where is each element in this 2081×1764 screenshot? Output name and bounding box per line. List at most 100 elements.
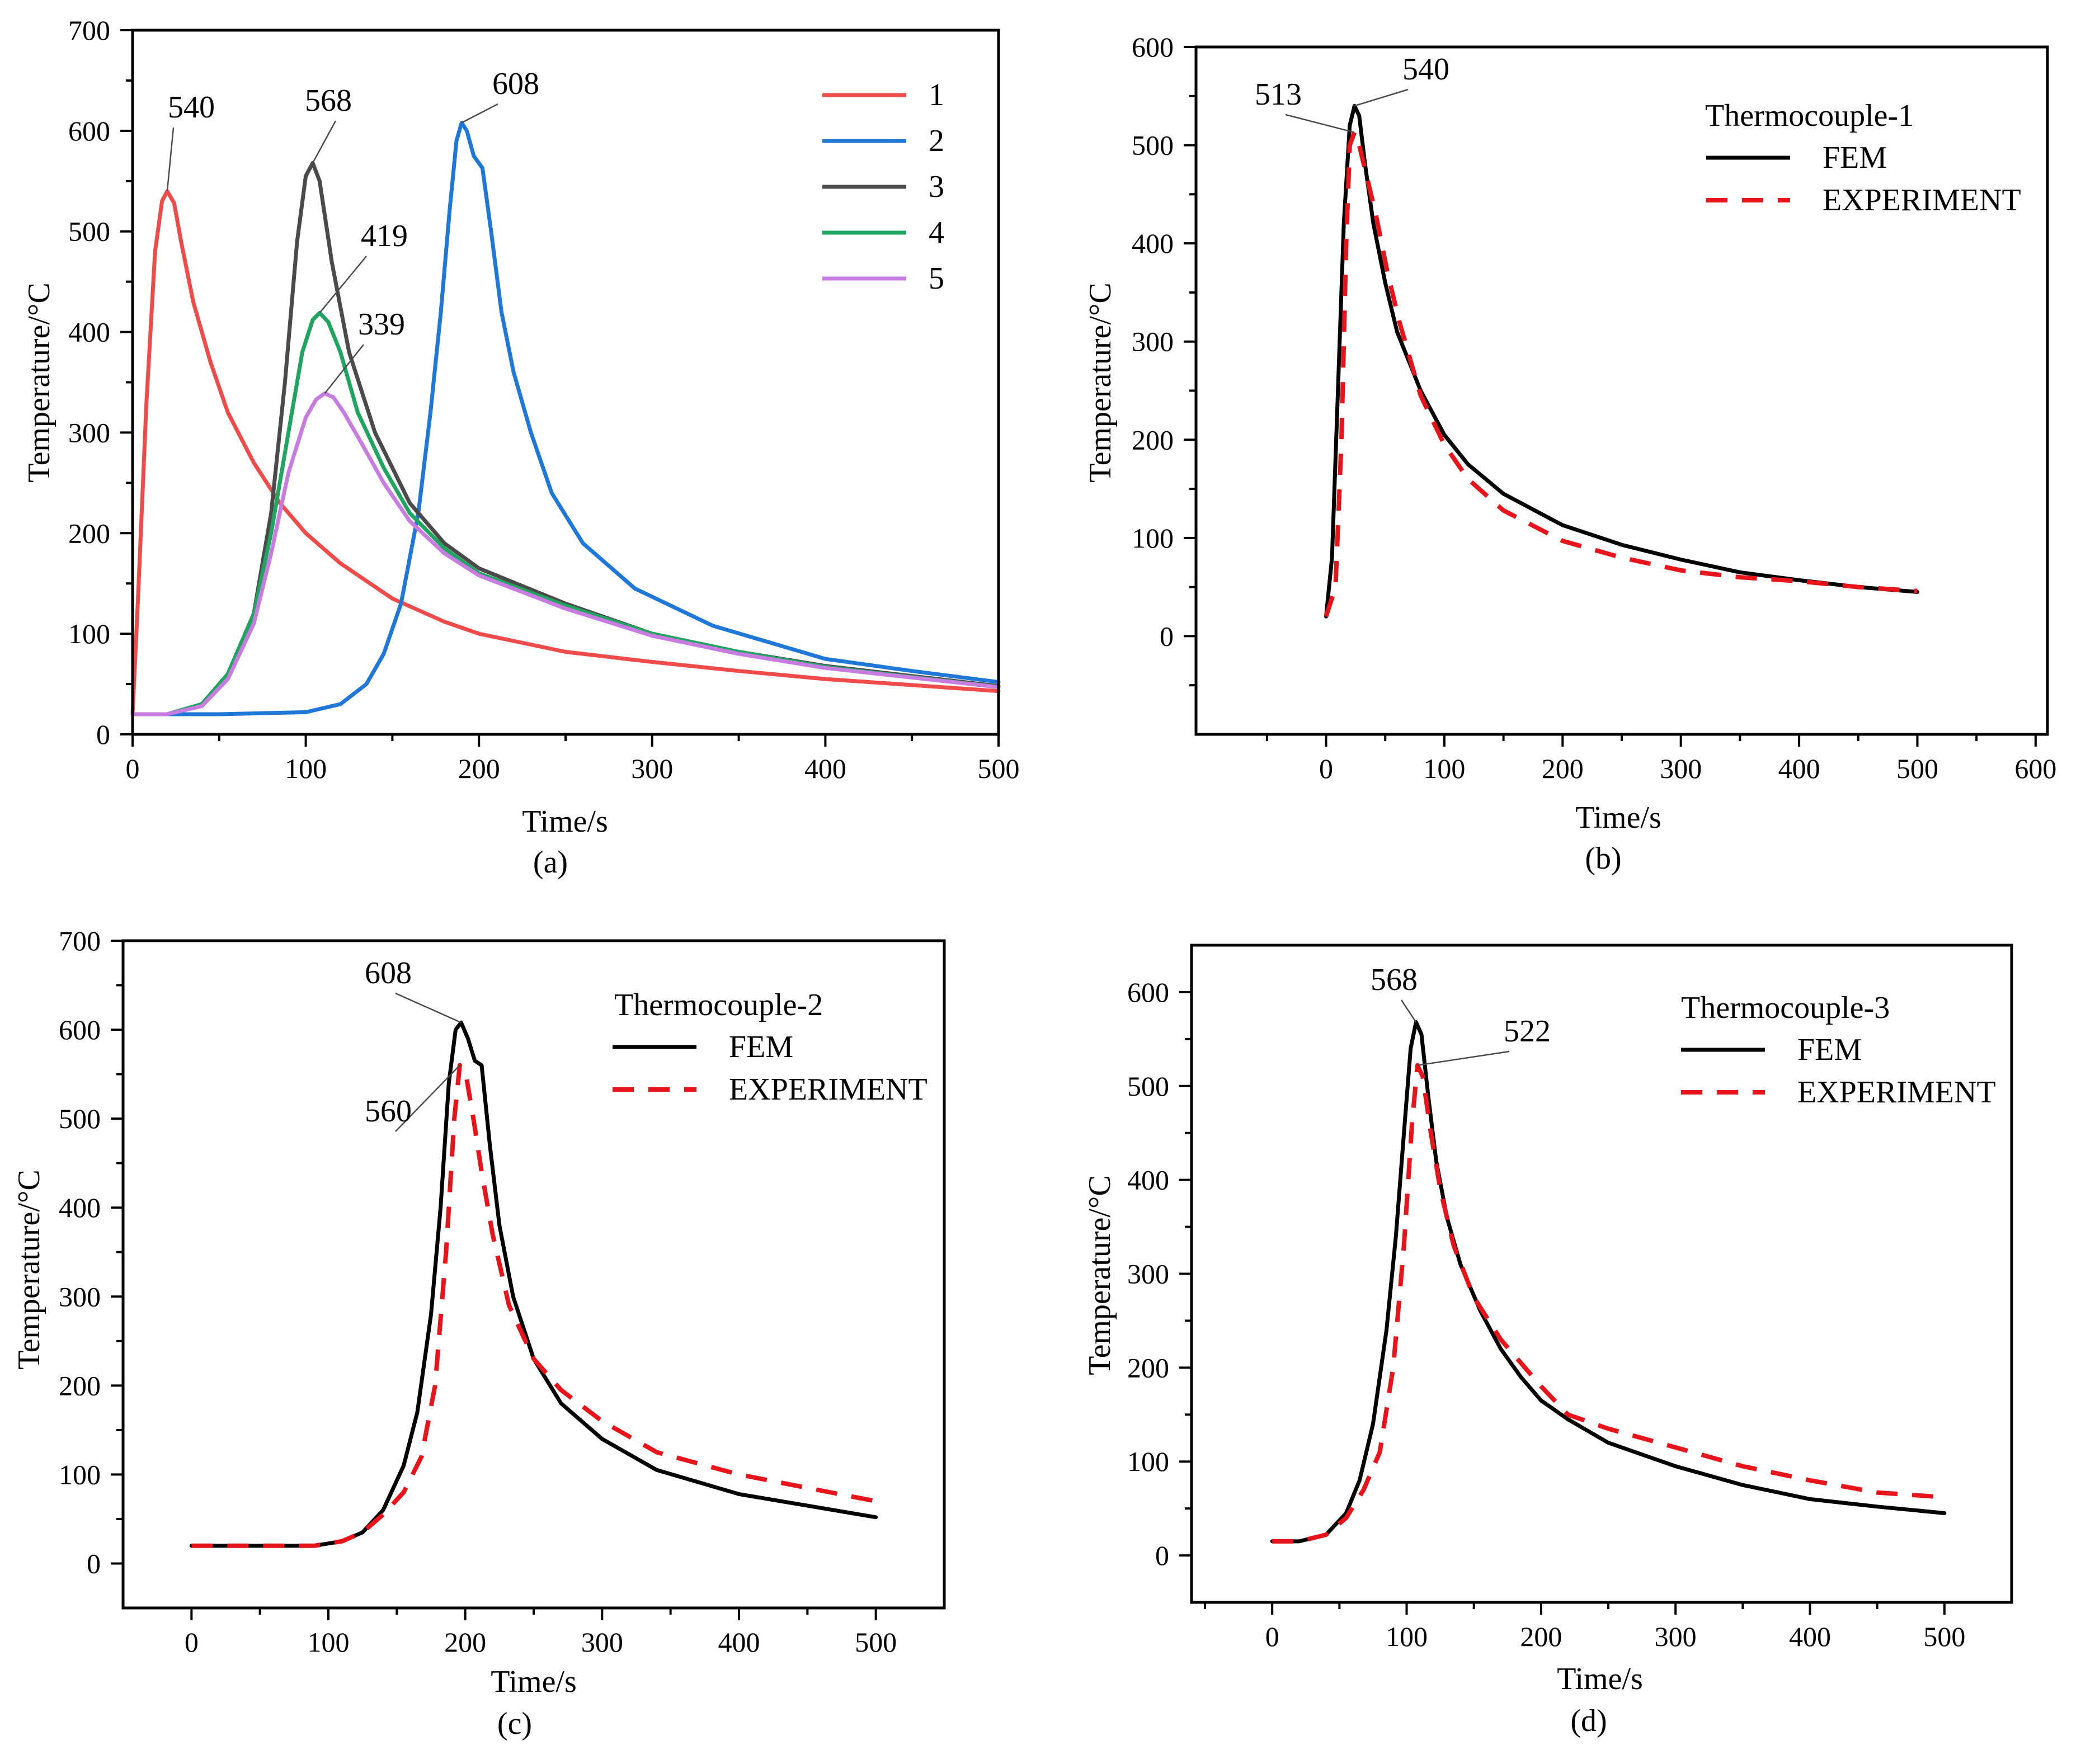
plot-frame-a — [133, 30, 999, 734]
series-line-a-2 — [133, 123, 999, 715]
annotation-label-c: 608 — [365, 956, 412, 991]
y-tick-label-a: 0 — [96, 719, 110, 750]
legend-label-a-1: 1 — [929, 78, 944, 112]
figure-canvas: 01002003004005000100200300400500600700Ti… — [0, 0, 2081, 1764]
y-tick-label-a: 500 — [68, 216, 110, 247]
annotation-leader-d — [1401, 1000, 1416, 1022]
annotation-label-a: 339 — [358, 307, 405, 342]
legend-label-a-3: 3 — [929, 169, 944, 204]
annotation-label-a: 540 — [168, 90, 215, 125]
legend-a: 1 2 3 4 5 — [822, 78, 944, 296]
x-tick-label-d: 300 — [1655, 1621, 1697, 1652]
x-tick-label-c: 100 — [308, 1626, 350, 1658]
legend-label-a-4: 4 — [929, 215, 944, 250]
x-tick-label-a: 400 — [804, 753, 846, 784]
y-tick-label-c: 100 — [59, 1459, 101, 1490]
annotation-label-d: 568 — [1371, 963, 1418, 997]
x-tick-label-b: 100 — [1423, 753, 1465, 784]
y-axis-title-b: Temperature/°C — [1083, 282, 1118, 482]
annotation-leader-a — [462, 104, 498, 122]
panel-label-d: (d) — [1570, 1704, 1607, 1738]
y-tick-label-b: 400 — [1132, 228, 1174, 259]
annotation-leader-a — [167, 128, 173, 191]
series-line-a-3 — [133, 163, 999, 714]
y-tick-label-b: 0 — [1160, 620, 1174, 652]
plot-frame-d — [1192, 945, 2012, 1602]
x-tick-label-d: 500 — [1923, 1621, 1965, 1652]
y-tick-label-b: 200 — [1132, 424, 1174, 455]
legend-title-b: Thermocouple-1 — [1705, 98, 1914, 133]
y-tick-label-c: 600 — [59, 1014, 101, 1045]
annotation-leader-b — [1286, 115, 1354, 133]
x-tick-label-a: 0 — [126, 753, 140, 784]
legend-label-b-fem: FEM — [1823, 140, 1887, 175]
legend-label-c-experiment: EXPERIMENT — [729, 1072, 927, 1107]
annotation-label-b: 540 — [1402, 52, 1449, 87]
x-tick-label-a: 200 — [458, 753, 500, 784]
y-tick-label-d: 300 — [1127, 1258, 1169, 1290]
series-line-d-experiment — [1272, 1065, 1945, 1541]
x-tick-label-a: 300 — [631, 753, 673, 784]
y-tick-label-a: 400 — [68, 317, 110, 348]
y-tick-label-c: 200 — [59, 1370, 101, 1401]
x-axis-title-b: Time/s — [1575, 800, 1661, 835]
annotation-label-d: 522 — [1504, 1014, 1551, 1049]
y-axis-title-a: Temperature/°C — [22, 282, 57, 482]
plot-frame-b — [1196, 47, 2047, 734]
legend-label-b-experiment: EXPERIMENT — [1823, 183, 2021, 218]
x-tick-label-c: 300 — [581, 1626, 623, 1658]
y-axis-title-c: Temperature/°C — [12, 1169, 46, 1369]
y-tick-label-d: 0 — [1155, 1540, 1169, 1571]
x-tick-label-b: 600 — [2014, 753, 2056, 784]
series-line-a-1 — [133, 191, 999, 714]
annotation-label-a: 608 — [492, 67, 539, 101]
legend-label-a-2: 2 — [929, 124, 944, 158]
y-tick-label-b: 500 — [1132, 130, 1174, 161]
x-tick-label-c: 200 — [444, 1626, 486, 1658]
x-tick-label-d: 0 — [1265, 1621, 1279, 1652]
legend-label-d-fem: FEM — [1797, 1032, 1862, 1067]
y-tick-label-d: 400 — [1127, 1164, 1169, 1196]
annotation-leader-c — [396, 993, 461, 1022]
legend-label-d-experiment: EXPERIMENT — [1797, 1075, 1996, 1110]
chart-panel-c: 01002003004005000100200300400500600700Ti… — [12, 925, 944, 1741]
panel-label-c: (c) — [497, 1706, 532, 1741]
annotation-leader-a — [319, 256, 366, 313]
chart-panel-a: 01002003004005000100200300400500600700Ti… — [22, 15, 1020, 880]
x-tick-label-a: 100 — [285, 753, 327, 784]
x-tick-label-a: 500 — [978, 753, 1020, 784]
x-tick-label-d: 100 — [1386, 1621, 1428, 1652]
x-tick-label-b: 500 — [1896, 753, 1938, 784]
annotation-leader-b — [1354, 89, 1408, 106]
y-tick-label-b: 100 — [1132, 522, 1174, 554]
annotation-leader-d — [1418, 1051, 1509, 1065]
legend-label-a-5: 5 — [929, 261, 944, 296]
annotation-label-a: 568 — [305, 83, 352, 118]
legend-b: Thermocouple-1 FEM EXPERIMENT — [1705, 98, 2021, 218]
annotation-label-a: 419 — [361, 219, 408, 253]
x-tick-label-c: 400 — [718, 1626, 760, 1658]
y-tick-label-c: 0 — [87, 1548, 101, 1579]
legend-title-d: Thermocouple-3 — [1681, 991, 1890, 1025]
x-tick-label-b: 0 — [1319, 753, 1333, 784]
legend-title-c: Thermocouple-2 — [614, 988, 823, 1022]
y-tick-label-b: 600 — [1132, 31, 1174, 63]
chart-panel-d: 0 100 200 300 400 500 0 100 200 300 400 500 600 Time/… — [1082, 945, 2012, 1738]
y-tick-label-c: 500 — [59, 1103, 101, 1134]
x-axis-title-d: Time/s — [1557, 1662, 1643, 1696]
panel-label-b: (b) — [1585, 841, 1621, 876]
y-tick-label-a: 600 — [68, 115, 110, 147]
x-tick-label-d: 400 — [1789, 1621, 1831, 1652]
annotation-label-b: 513 — [1255, 77, 1302, 112]
x-tick-label-d: 200 — [1520, 1621, 1562, 1652]
y-tick-label-b: 300 — [1132, 326, 1174, 357]
chart-panel-b: 01002003004005006000100200300400500600Ti… — [1083, 31, 2056, 876]
y-tick-label-a: 100 — [68, 618, 110, 649]
legend-label-c-fem: FEM — [729, 1030, 793, 1064]
y-tick-label-d: 500 — [1127, 1070, 1169, 1102]
y-tick-label-d: 600 — [1127, 977, 1169, 1008]
y-tick-label-d: 100 — [1127, 1446, 1169, 1477]
x-axis-title-a: Time/s — [522, 804, 608, 839]
y-tick-label-d: 200 — [1127, 1352, 1169, 1383]
annotation-label-c: 560 — [365, 1094, 412, 1129]
